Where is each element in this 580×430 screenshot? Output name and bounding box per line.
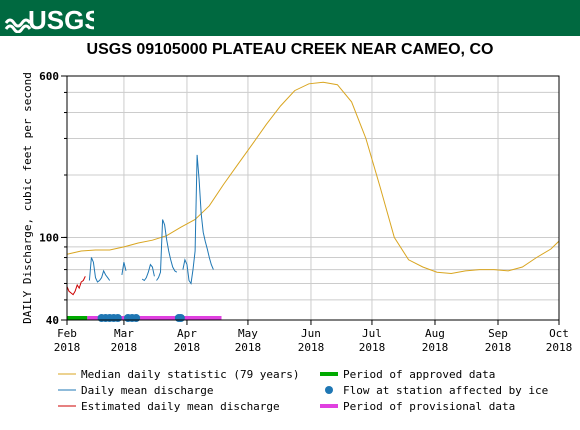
chart-title: USGS 09105000 PLATEAU CREEK NEAR CAMEO, … (86, 41, 494, 58)
legend-entry-label: Daily mean discharge (81, 384, 213, 397)
x-tick-label-month: Mar (114, 327, 134, 340)
daily-mean-series-line (182, 154, 214, 285)
daily-mean-series-line (88, 257, 111, 283)
x-tick-label-year: 2018 (422, 341, 449, 354)
legend-swatch (325, 386, 333, 394)
daily-mean-series-line (141, 263, 155, 282)
x-tick-label-year: 2018 (298, 341, 325, 354)
grid (67, 76, 559, 320)
x-tick-label-year: 2018 (54, 341, 81, 354)
ice-marker (176, 314, 185, 322)
x-tick-label-month: Oct (549, 327, 569, 340)
y-tick-label: 600 (39, 70, 59, 83)
x-tick-label-month: Jul (362, 327, 382, 340)
legend-entry-label: Median daily statistic (79 years) (81, 368, 300, 381)
legend-entry-label: Estimated daily mean discharge (81, 400, 280, 413)
ice-marker (132, 314, 141, 322)
ice-marker (113, 314, 122, 322)
legend-entry-label: Period of provisional data (343, 400, 515, 413)
y-tick-label: 100 (39, 231, 59, 244)
axes: Feb2018Mar2018Apr2018May2018Jun2018Jul20… (39, 70, 572, 354)
plot-frame (66, 75, 560, 321)
x-tick-label-month: Aug (425, 327, 445, 340)
estimated-series-line (66, 276, 86, 296)
y-axis-label: DAILY Discharge, cubic feet per second (21, 72, 34, 324)
x-tick-label-month: Jun (301, 327, 321, 340)
x-tick-label-month: Sep (488, 327, 508, 340)
x-tick-label-year: 2018 (111, 341, 138, 354)
legend-entry-label: Flow at station affected by ice (343, 384, 548, 397)
daily-mean-series-line (121, 262, 127, 275)
x-tick-label-year: 2018 (485, 341, 512, 354)
series-lines (66, 81, 560, 296)
median-series-line (66, 81, 560, 275)
daily-mean-series-line (156, 219, 178, 281)
x-tick-label-month: May (238, 327, 258, 340)
x-tick-label-month: Feb (57, 327, 77, 340)
legend: Median daily statistic (79 years) Daily m… (58, 368, 548, 413)
usgs-banner: USGS (0, 0, 580, 36)
x-tick-label-year: 2018 (174, 341, 201, 354)
logo-text: USGS (28, 5, 94, 33)
x-tick-label-year: 2018 (546, 341, 573, 354)
y-tick-label: 40 (46, 314, 59, 327)
x-tick-label-year: 2018 (235, 341, 262, 354)
usgs-logo-icon[interactable]: USGS (4, 3, 94, 33)
x-tick-label-month: Apr (177, 327, 197, 340)
x-tick-label-year: 2018 (359, 341, 386, 354)
legend-entry-label: Period of approved data (343, 368, 495, 381)
